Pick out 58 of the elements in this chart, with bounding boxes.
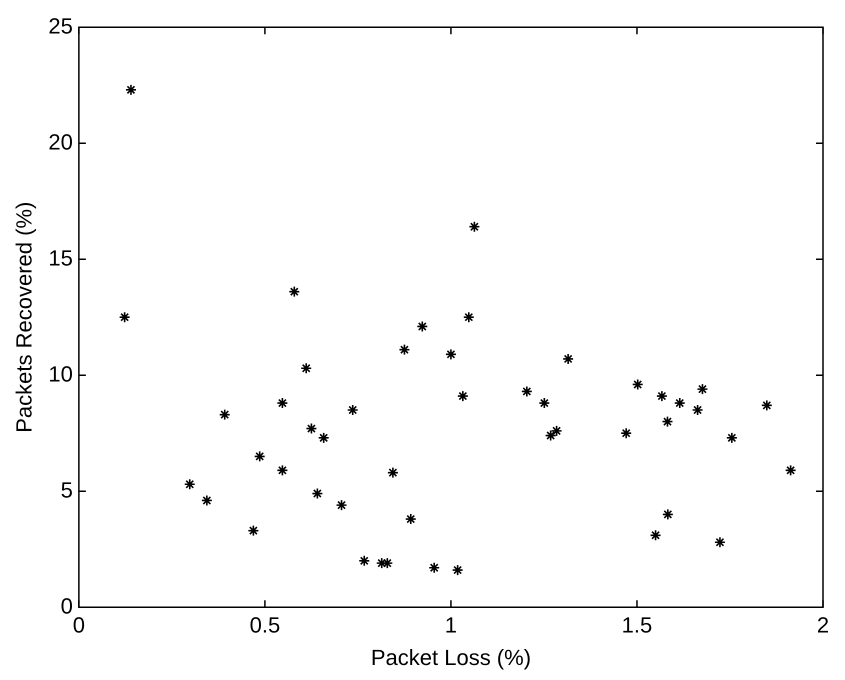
point [254, 450, 266, 462]
point [462, 311, 475, 323]
y-tick-label: 15 [48, 245, 73, 270]
point [544, 430, 556, 442]
y-tick-label: 20 [48, 129, 73, 154]
point [562, 353, 574, 365]
point [714, 536, 726, 548]
point [387, 466, 399, 478]
point [521, 386, 533, 398]
point [656, 390, 668, 402]
point [445, 348, 457, 360]
point [696, 383, 708, 395]
point [300, 362, 312, 374]
point [382, 557, 394, 569]
point [276, 464, 288, 476]
point [428, 562, 440, 574]
point [201, 494, 213, 506]
y-tick-label: 0 [60, 593, 73, 618]
y-tick-label: 5 [60, 477, 73, 502]
point [726, 432, 738, 444]
point [662, 508, 674, 520]
point [276, 397, 288, 409]
y-axis-title: Packets Recovered (%) [11, 202, 36, 433]
point [404, 513, 417, 525]
point [632, 378, 644, 390]
point [218, 408, 231, 420]
x-tick-label: 0.5 [250, 612, 280, 638]
point [761, 400, 773, 412]
x-tick-label: 2 [816, 612, 830, 638]
point [312, 488, 324, 500]
x-axis-title: Packet Loss (%) [370, 644, 532, 670]
point [318, 432, 330, 444]
point [674, 397, 686, 409]
y-tick-label: 10 [48, 361, 73, 386]
y-tick-label: 25 [48, 13, 73, 38]
point [457, 390, 469, 402]
point [620, 427, 632, 439]
point [358, 555, 370, 567]
point [662, 416, 674, 428]
point [416, 320, 428, 332]
point [248, 524, 260, 536]
x-tick-label: 1 [444, 612, 458, 638]
point [650, 529, 662, 542]
point [550, 425, 562, 437]
point [336, 499, 348, 511]
point [346, 404, 359, 416]
point [452, 564, 464, 576]
point [784, 464, 796, 476]
point [306, 422, 318, 434]
point [288, 286, 300, 298]
point [468, 220, 480, 233]
point [538, 397, 550, 409]
point [692, 404, 704, 416]
point [398, 344, 410, 356]
x-tick-label: 1.5 [622, 612, 652, 638]
point [125, 84, 137, 96]
point [118, 311, 130, 323]
point [184, 478, 196, 490]
